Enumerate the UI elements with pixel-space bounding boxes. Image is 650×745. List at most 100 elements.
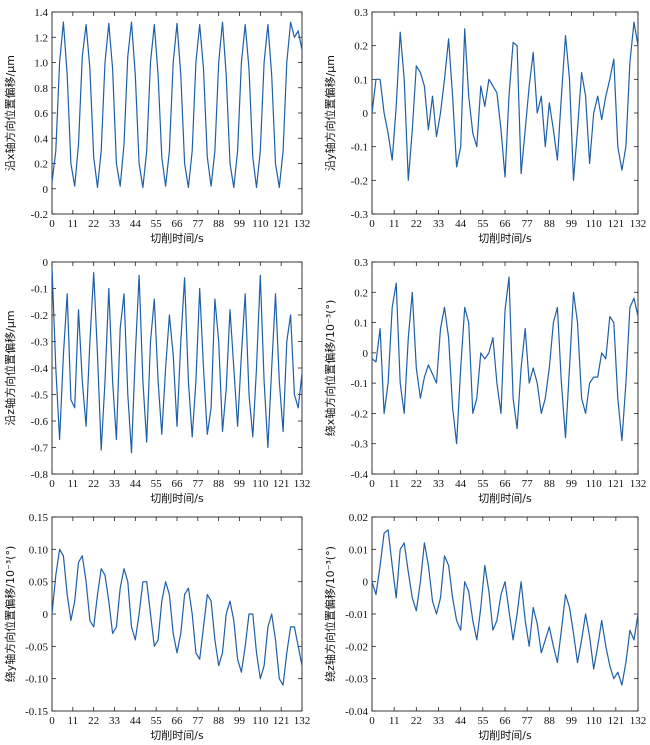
y-tick-label: -0.15 (25, 706, 48, 718)
y-tick-label: -0.3 (31, 337, 49, 349)
x-tick-label: 77 (192, 715, 204, 727)
y-axis-label: 沿x轴方向位置偏移/μm (3, 55, 17, 171)
x-tick-label: 132 (294, 715, 311, 727)
series-line (371, 276, 639, 445)
y-tick-label: 0.2 (354, 41, 368, 53)
y-tick-label: 0.02 (349, 512, 368, 524)
y-tick-label: 0.2 (354, 287, 368, 299)
y-axis-label: 沿y轴方向位置偏移/μm (323, 55, 337, 171)
x-tick-label: 77 (522, 478, 534, 490)
x-tick-label: 77 (192, 478, 204, 490)
y-tick-label: 0 (43, 609, 49, 621)
x-tick-label: 0 (369, 478, 375, 490)
x-tick-label: 44 (130, 218, 142, 230)
y-tick-label: 1.2 (34, 32, 48, 44)
x-tick-label: 66 (172, 478, 184, 490)
series-line (51, 548, 303, 686)
y-tick-label: 0.3 (354, 257, 368, 269)
series-line (371, 21, 639, 181)
x-tick-label: 11 (68, 478, 79, 490)
x-tick-label: 22 (88, 478, 99, 490)
y-tick-label: 0 (363, 108, 369, 120)
y-tick-label: -0.4 (351, 469, 369, 481)
y-tick-label: -0.04 (345, 706, 368, 718)
y-tick-label: -0.3 (351, 439, 369, 451)
x-tick-label: 55 (151, 715, 163, 727)
x-tick-label: 44 (130, 478, 142, 490)
x-tick-label: 132 (630, 478, 647, 490)
x-tick-label: 110 (586, 218, 603, 230)
y-tick-label: -0.02 (345, 641, 368, 653)
x-tick-label: 121 (608, 715, 625, 727)
x-tick-label: 132 (294, 478, 311, 490)
y-tick-label: -0.2 (351, 408, 368, 420)
x-tick-label: 33 (433, 478, 445, 490)
y-tick-label: -0.1 (31, 284, 48, 296)
y-tick-label: 0 (43, 184, 49, 196)
y-tick-label: -0.2 (351, 175, 368, 187)
x-tick-label: 99 (234, 715, 246, 727)
x-tick-label: 110 (586, 478, 603, 490)
x-tick-label: 22 (411, 218, 422, 230)
x-tick-label: 77 (522, 218, 534, 230)
x-tick-label: 55 (151, 218, 163, 230)
x-axis-label: 切削时间/s (478, 231, 532, 245)
y-tick-label: -0.1 (351, 142, 368, 154)
y-tick-label: 0 (363, 577, 369, 589)
y-tick-label: 0 (363, 348, 369, 360)
x-tick-label: 99 (566, 218, 578, 230)
x-axis-label: 切削时间/s (150, 491, 204, 505)
y-tick-label: -0.7 (31, 443, 49, 455)
y-tick-label: 0.05 (29, 577, 49, 589)
x-tick-label: 0 (369, 715, 375, 727)
y-tick-label: -0.05 (25, 641, 48, 653)
x-tick-label: 110 (586, 715, 603, 727)
plot-frame (371, 11, 639, 215)
series-line (51, 21, 303, 189)
x-tick-label: 99 (234, 218, 246, 230)
x-tick-label: 132 (630, 218, 647, 230)
y-tick-label: -0.2 (31, 310, 48, 322)
x-tick-label: 88 (213, 715, 225, 727)
x-tick-label: 11 (68, 715, 79, 727)
x-tick-label: 132 (294, 218, 311, 230)
y-tick-label: -0.4 (31, 363, 49, 375)
x-tick-label: 121 (273, 218, 290, 230)
x-tick-label: 0 (49, 478, 55, 490)
x-tick-label: 33 (433, 218, 445, 230)
x-tick-label: 110 (252, 715, 269, 727)
y-tick-label: -0.03 (345, 674, 368, 686)
x-tick-label: 33 (433, 715, 445, 727)
x-tick-label: 121 (608, 478, 625, 490)
y-axis-label: 绕x轴方向位置偏移/10⁻³(°) (323, 300, 337, 437)
x-tick-label: 77 (522, 715, 534, 727)
x-tick-label: 88 (544, 715, 556, 727)
plot-frame (371, 516, 639, 712)
y-tick-label: -0.5 (31, 390, 49, 402)
x-tick-label: 121 (608, 218, 625, 230)
chart-panel-4: 0 11 22 33 44 55 66 77 88 99 110 121 132 -0.4 -0.3 -0.2… (323, 257, 646, 505)
plot-frame (51, 11, 303, 215)
y-tick-label: -0.10 (25, 674, 48, 686)
y-tick-label: 0.01 (349, 544, 368, 556)
x-tick-label: 44 (455, 715, 467, 727)
x-tick-label: 55 (151, 478, 163, 490)
x-tick-label: 33 (109, 218, 121, 230)
y-tick-label: 1.4 (34, 7, 48, 19)
x-tick-label: 0 (49, 715, 55, 727)
y-axis-label: 绕z轴方向位置偏移/10⁻³(°) (323, 546, 337, 682)
x-tick-label: 44 (455, 478, 467, 490)
y-tick-label: -0.3 (351, 209, 369, 221)
y-tick-label: 0.1 (354, 74, 368, 86)
y-tick-label: 0.1 (354, 318, 368, 330)
x-tick-label: 11 (389, 715, 400, 727)
y-tick-label: 0.2 (34, 159, 48, 171)
chart-panel-3: 0 11 22 33 44 55 66 77 88 99 110 121 132 -0.8 -0.7 -0.6… (3, 257, 310, 505)
y-tick-label: 0.4 (34, 133, 48, 145)
series-line (371, 529, 639, 686)
x-tick-label: 66 (500, 715, 512, 727)
x-tick-label: 77 (192, 218, 204, 230)
y-tick-label: -0.1 (351, 378, 368, 390)
y-tick-label: 0.3 (354, 7, 368, 19)
